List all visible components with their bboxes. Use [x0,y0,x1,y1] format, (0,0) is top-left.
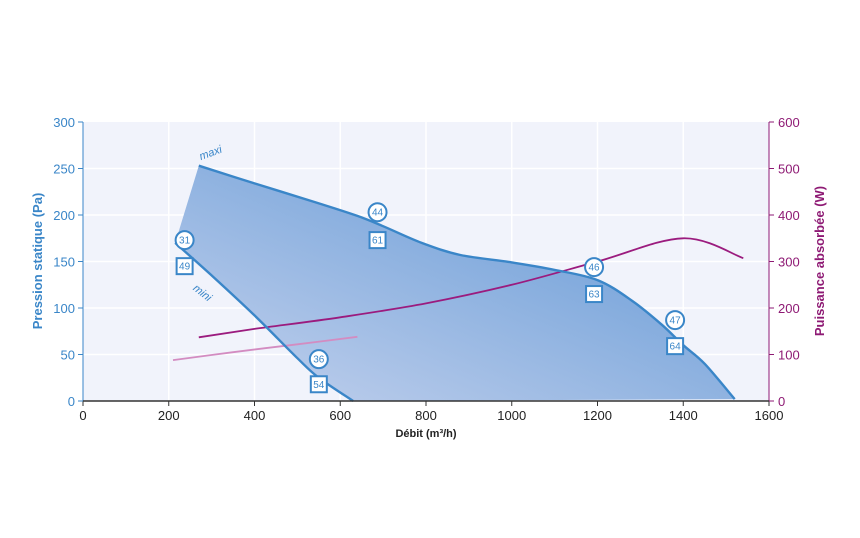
y2-tick-label: 600 [778,115,800,130]
x-axis-ticks: 0 200 400 600 800 1000 1200 1400 1600 [79,401,783,423]
markers: 31 49 44 61 46 63 47 64 36 54 [174,202,686,394]
y-tick-label: 250 [53,162,75,177]
y-tick-label: 200 [53,208,75,223]
x-tick-label: 600 [329,408,351,423]
marker-square [309,375,328,394]
y2-tick-label: 100 [778,348,800,363]
y-tick-label: 300 [53,115,75,130]
marker-label: 63 [589,290,601,301]
marker-circle [584,257,605,278]
power-line-min [172,335,358,361]
x-tick-label: 400 [244,408,266,423]
x-tick-label: 1000 [497,408,526,423]
y2-tick-label: 400 [778,208,800,223]
y-tick-label: 50 [61,348,75,363]
marker-label: 49 [179,262,191,273]
marker-square [585,285,604,304]
marker-label: 54 [313,380,325,391]
y-tick-label: 100 [53,301,75,316]
y-axis-title: Pression statique (Pa) [30,193,45,330]
y2-tick-label: 200 [778,301,800,316]
y2-tick-label: 500 [778,162,800,177]
marker-label: 47 [670,316,682,327]
marker-circle [308,349,329,370]
marker-square [666,337,685,356]
y-axis-ticks: 0 50 100 150 200 250 300 [53,115,83,409]
x-tick-label: 1600 [755,408,784,423]
marker-circle [367,202,388,223]
y-tick-label: 150 [53,255,75,270]
marker-label: 61 [372,236,384,247]
x-tick-label: 1200 [583,408,612,423]
marker-label: 31 [179,236,191,247]
y2-tick-label: 0 [778,394,785,409]
marker-circle [174,230,195,251]
x-tick-label: 200 [158,408,180,423]
x-tick-label: 800 [415,408,437,423]
marker-label: 64 [670,342,682,353]
power-line-max [198,237,744,339]
x-axis-title: Débit (m³/h) [395,428,456,440]
y-tick-label: 0 [68,394,75,409]
marker-square [368,231,387,250]
marker-label: 36 [313,355,325,366]
y2-axis-title: Puissance absorbée (W) [812,186,827,336]
marker-circle [665,310,686,331]
x-tick-label: 0 [79,408,86,423]
x-tick-label: 1400 [669,408,698,423]
marker-label: 44 [372,208,384,219]
marker-label: 46 [589,263,601,274]
y2-axis-ticks: 0 100 200 300 400 500 600 [769,115,800,409]
marker-square [175,257,194,276]
y2-tick-label: 300 [778,255,800,270]
